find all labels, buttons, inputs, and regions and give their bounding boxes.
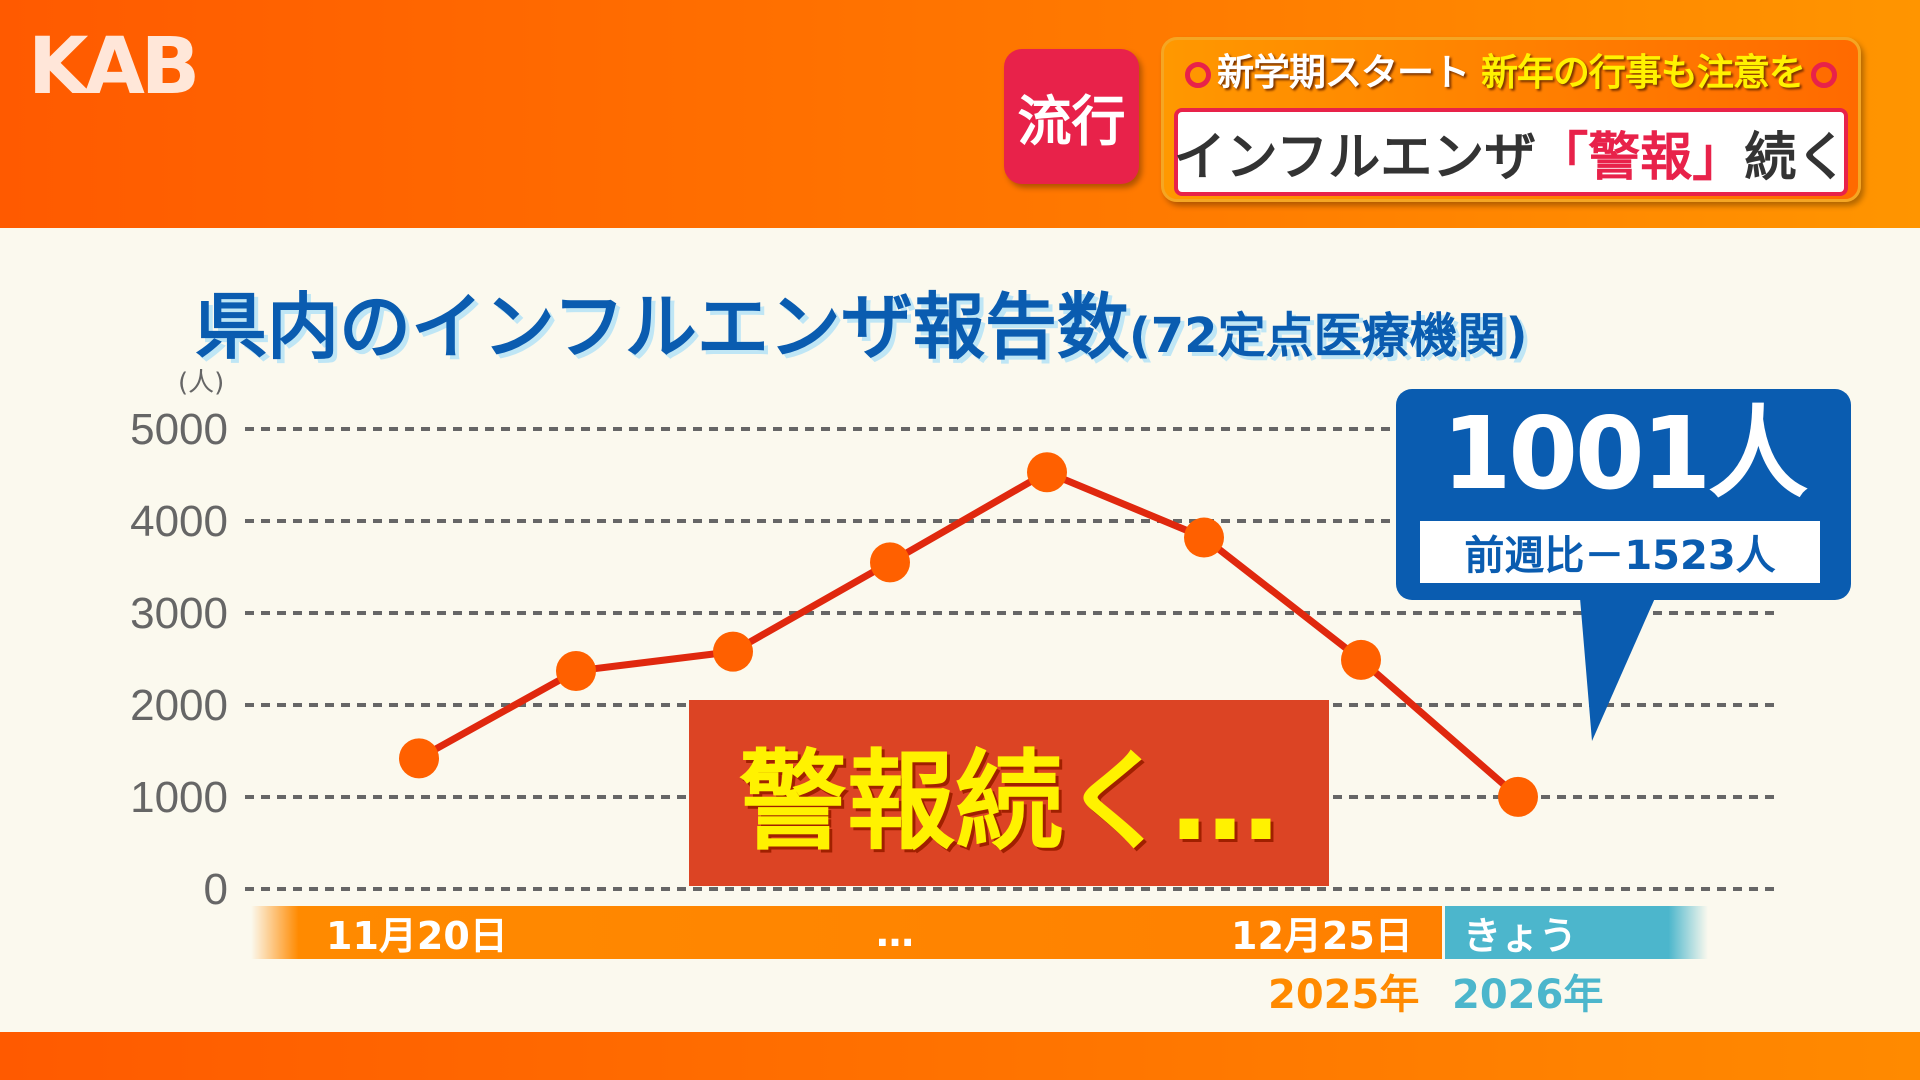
x-label-start: 11月20日 <box>326 914 508 958</box>
circle-icon <box>1185 61 1212 88</box>
station-logo: KAB <box>28 22 200 112</box>
y-tick-label: 4000 <box>130 497 228 546</box>
data-point <box>556 650 596 691</box>
series-line <box>417 468 1521 800</box>
year-2026: 2026年 <box>1452 972 1604 1018</box>
y-unit: (人) <box>178 368 225 398</box>
category-badge: 流行 <box>1004 49 1139 184</box>
chart-subtitle: (72定点医療機関) <box>1128 308 1528 364</box>
data-point <box>870 542 910 583</box>
data-point <box>713 631 753 672</box>
headline-box: 新学期スタート 新年の行事も注意を インフルエンザ 「警報」 続く <box>1161 37 1861 202</box>
headline-c: 続く <box>1744 127 1849 188</box>
circle-icon <box>1810 61 1837 88</box>
title-text: 県内のインフルエンザ報告数 <box>195 285 1129 369</box>
data-point <box>1027 452 1067 493</box>
subheadline: 新学期スタート 新年の行事も注意を <box>1164 48 1858 98</box>
y-tick-label: 1000 <box>130 773 228 822</box>
sub-yellow: 新年の行事も注意を <box>1480 51 1806 94</box>
bottom-banner <box>0 1032 1920 1080</box>
warning-banner: 警報続く… <box>689 700 1329 886</box>
x-label-mid: … <box>876 910 914 955</box>
current-value: 1001人 <box>1441 395 1808 512</box>
week-change: 前週比－1523人 <box>1420 521 1820 583</box>
data-point <box>1498 776 1538 817</box>
headline-b: 「警報」 <box>1536 127 1745 188</box>
date-bar-2026: きょう <box>1445 906 1708 959</box>
y-tick-label: 5000 <box>130 405 228 454</box>
x-label-today: きょう <box>1463 914 1578 958</box>
headline-a: インフルエンザ <box>1173 127 1537 188</box>
value-callout: 1001人 前週比－1523人 <box>1396 389 1851 600</box>
y-tick-label: 3000 <box>130 589 228 638</box>
main-headline: インフルエンザ 「警報」 続く <box>1174 108 1848 196</box>
data-point <box>1341 639 1381 680</box>
sub-white: 新学期スタート <box>1217 51 1470 94</box>
data-point <box>399 738 439 779</box>
y-tick-label: 0 <box>204 865 228 914</box>
year-2025: 2025年 <box>1268 972 1420 1018</box>
date-bar-2025: 11月20日 … 12月25日 <box>251 906 1442 959</box>
data-point <box>1184 517 1224 558</box>
x-label-end: 12月25日 <box>1231 914 1413 958</box>
y-tick-label: 2000 <box>130 681 228 730</box>
chart-title: 県内のインフルエンザ報告数(72定点医療機関) <box>195 268 1528 373</box>
